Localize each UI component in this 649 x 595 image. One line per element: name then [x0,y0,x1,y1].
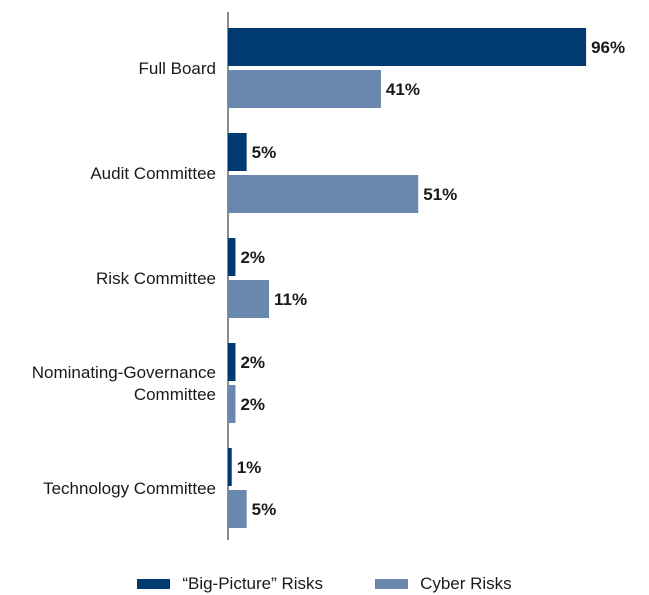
legend: “Big-Picture” Risks Cyber Risks [0,572,649,595]
cyber-risk-bar [228,490,247,528]
data-label: 2% [240,248,265,267]
legend-label: Cyber Risks [420,573,512,593]
category-label: Audit Committee [90,164,216,183]
data-label: 5% [252,143,277,162]
data-label: 96% [591,38,625,57]
data-label: 2% [240,353,265,372]
category-label: Committee [134,385,216,404]
big-picture-risk-bar [228,448,232,486]
legend-swatch [375,578,409,589]
cyber-risk-bar [228,280,270,318]
big-picture-risk-bar [228,28,587,66]
big-picture-risk-bar [228,133,247,171]
data-label: 5% [252,500,277,519]
legend-item: Cyber Risks [375,574,512,594]
data-label: 1% [237,458,262,477]
big-picture-risk-bar [228,238,236,276]
data-label: 51% [423,185,457,204]
cyber-risk-bar [228,70,381,108]
cyber-risk-bar [228,175,419,213]
data-label: 2% [240,395,265,414]
category-label: Technology Committee [43,479,216,498]
category-label: Full Board [139,59,216,78]
legend-swatch [137,578,171,589]
data-label: 11% [274,290,307,309]
big-picture-risk-bar [228,343,236,381]
data-label: 41% [386,80,420,99]
cyber-risk-bar [228,385,236,423]
category-label: Risk Committee [96,269,216,288]
legend-item: “Big-Picture” Risks [137,574,323,594]
legend-label: “Big-Picture” Risks [182,573,324,593]
category-label: Nominating-Governance [32,363,216,382]
